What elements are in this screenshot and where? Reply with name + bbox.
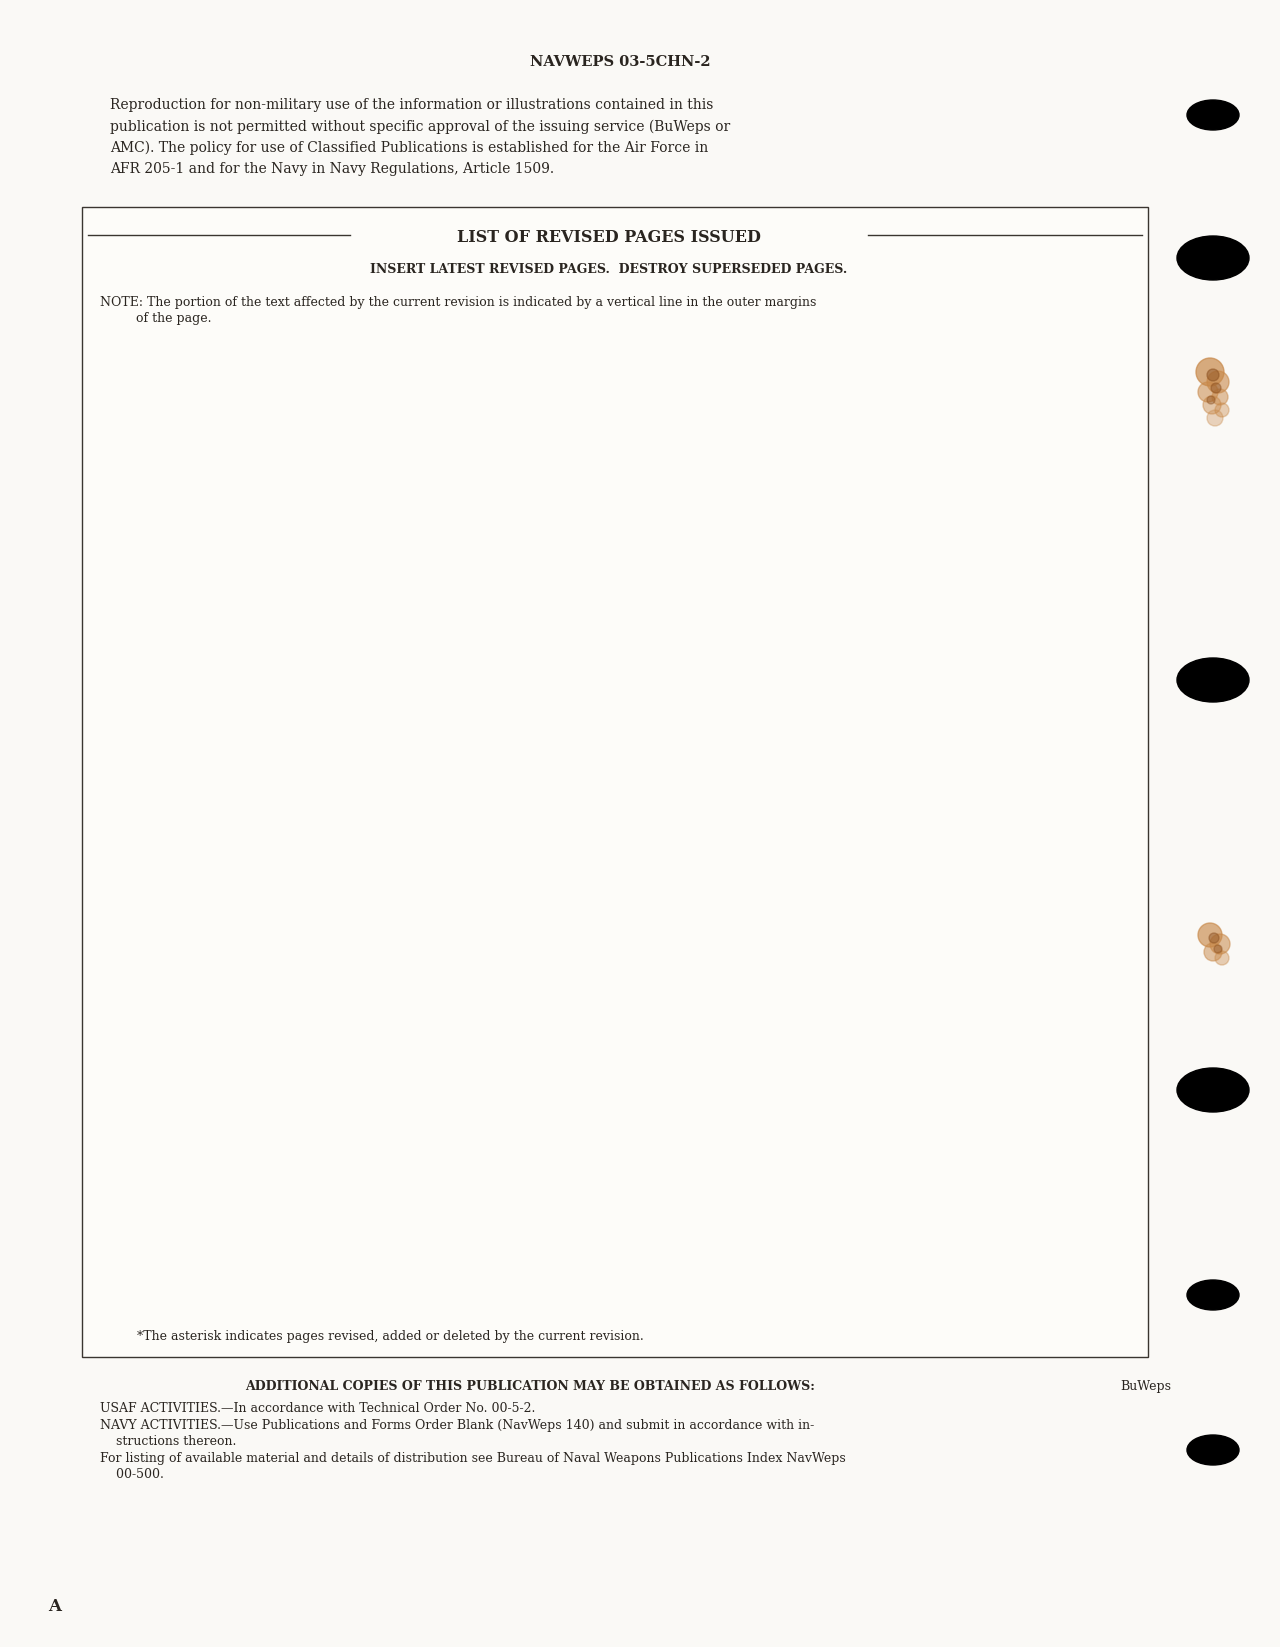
Circle shape xyxy=(1207,410,1222,427)
Text: structions thereon.: structions thereon. xyxy=(100,1435,237,1448)
Text: Reproduction for non-military use of the information or illustrations contained : Reproduction for non-military use of the… xyxy=(110,99,713,112)
Circle shape xyxy=(1207,369,1219,380)
Circle shape xyxy=(1215,950,1229,965)
Text: INSERT LATEST REVISED PAGES.  DESTROY SUPERSEDED PAGES.: INSERT LATEST REVISED PAGES. DESTROY SUP… xyxy=(370,264,847,277)
Circle shape xyxy=(1204,944,1222,960)
Circle shape xyxy=(1213,945,1222,954)
Circle shape xyxy=(1210,934,1230,954)
Text: LIST OF REVISED PAGES ISSUED: LIST OF REVISED PAGES ISSUED xyxy=(457,229,760,245)
Circle shape xyxy=(1215,404,1229,417)
Text: BuWeps: BuWeps xyxy=(1120,1380,1171,1393)
Text: AFR 205-1 and for the Navy in Navy Regulations, Article 1509.: AFR 205-1 and for the Navy in Navy Regul… xyxy=(110,163,554,176)
Text: NAVY ACTIVITIES.—Use Publications and Forms Order Blank (NavWeps 140) and submit: NAVY ACTIVITIES.—Use Publications and Fo… xyxy=(100,1420,814,1431)
Text: USAF ACTIVITIES.—In accordance with Technical Order No. 00-5-2.: USAF ACTIVITIES.—In accordance with Tech… xyxy=(100,1402,535,1415)
Text: publication is not permitted without specific approval of the issuing service (B: publication is not permitted without spe… xyxy=(110,120,731,133)
Ellipse shape xyxy=(1178,659,1249,702)
Ellipse shape xyxy=(1187,1280,1239,1309)
Text: of the page.: of the page. xyxy=(100,311,211,324)
Text: NAVWEPS 03-5CHN-2: NAVWEPS 03-5CHN-2 xyxy=(530,54,710,69)
Circle shape xyxy=(1210,932,1219,944)
Ellipse shape xyxy=(1187,1435,1239,1464)
Ellipse shape xyxy=(1178,1067,1249,1112)
Circle shape xyxy=(1207,371,1229,394)
Text: NOTE: The portion of the text affected by the current revision is indicated by a: NOTE: The portion of the text affected b… xyxy=(100,296,817,310)
Circle shape xyxy=(1198,382,1219,402)
Text: A: A xyxy=(49,1598,61,1616)
Text: ADDITIONAL COPIES OF THIS PUBLICATION MAY BE OBTAINED AS FOLLOWS:: ADDITIONAL COPIES OF THIS PUBLICATION MA… xyxy=(244,1380,815,1393)
Ellipse shape xyxy=(1187,100,1239,130)
Circle shape xyxy=(1196,357,1224,385)
Circle shape xyxy=(1212,389,1228,405)
Text: AMC). The policy for use of Classified Publications is established for the Air F: AMC). The policy for use of Classified P… xyxy=(110,142,708,155)
Circle shape xyxy=(1207,395,1215,404)
Bar xyxy=(82,208,1148,1357)
Circle shape xyxy=(1211,384,1221,394)
Circle shape xyxy=(1203,395,1221,413)
Ellipse shape xyxy=(1178,236,1249,280)
Text: For listing of available material and details of distribution see Bureau of Nava: For listing of available material and de… xyxy=(100,1453,846,1464)
Text: *The asterisk indicates pages revised, added or deleted by the current revision.: *The asterisk indicates pages revised, a… xyxy=(137,1331,644,1342)
Text: 00-500.: 00-500. xyxy=(100,1467,164,1481)
Circle shape xyxy=(1198,922,1222,947)
